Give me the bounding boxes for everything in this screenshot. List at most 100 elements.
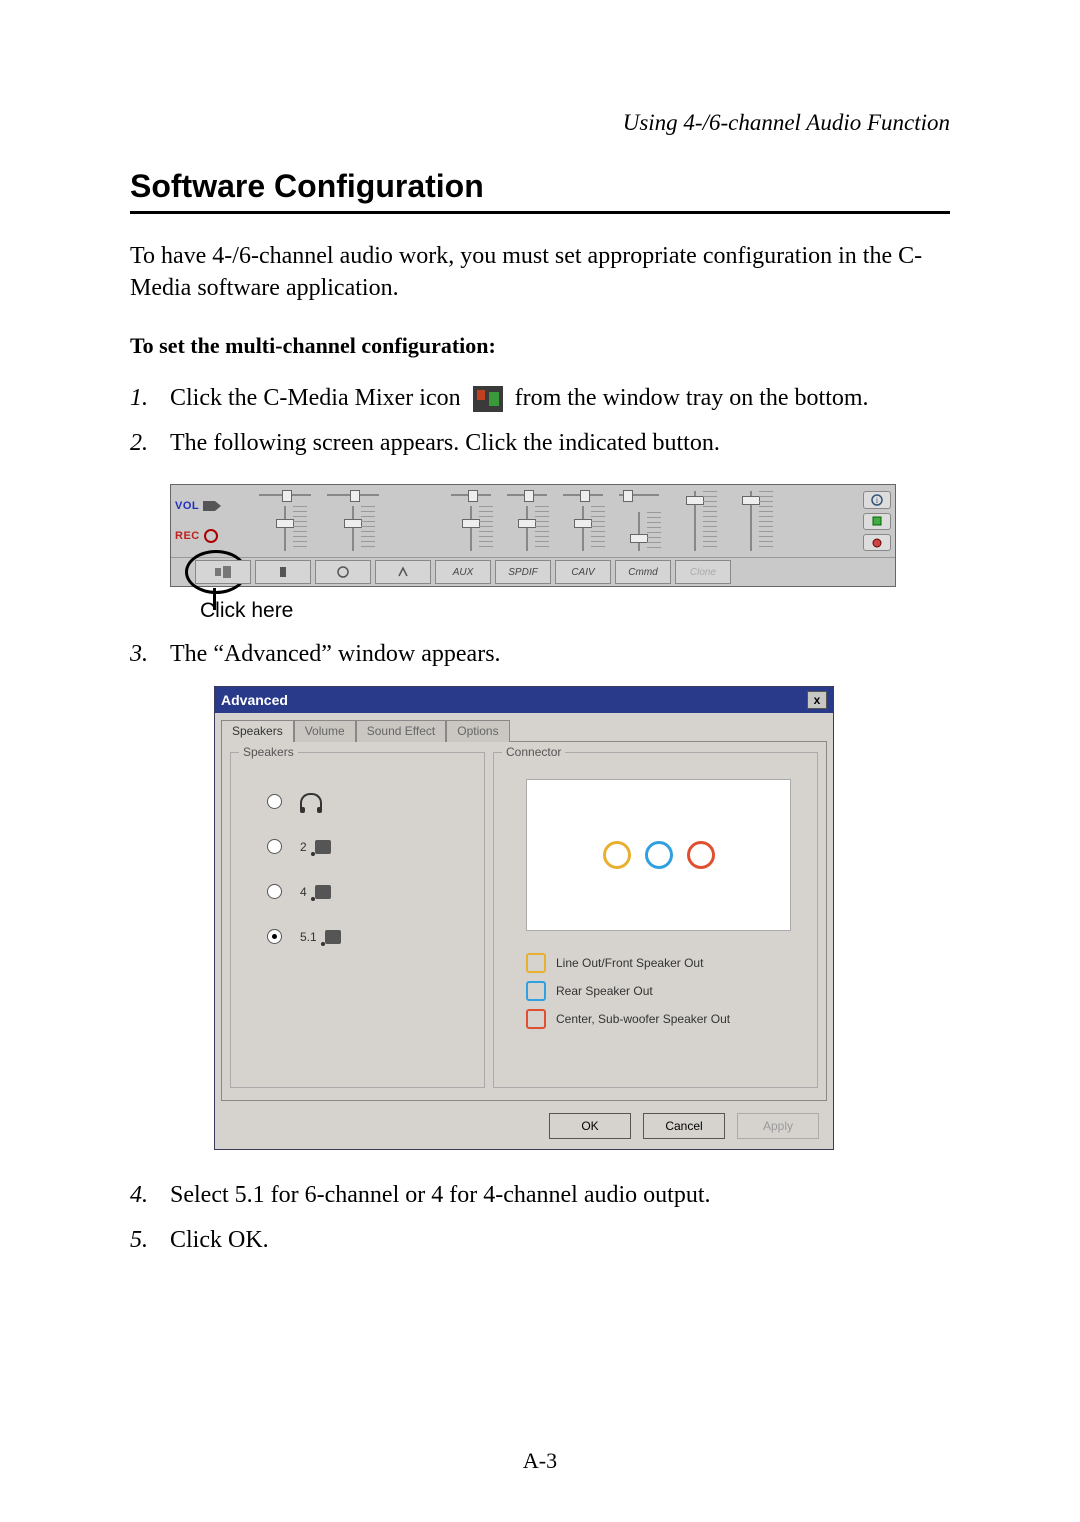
- toolbar-button[interactable]: Cmmd: [615, 560, 671, 584]
- toolbar-button[interactable]: SPDIF: [495, 560, 551, 584]
- balance-slider[interactable]: [321, 489, 385, 501]
- legend-label: Line Out/Front Speaker Out: [556, 956, 703, 970]
- cmedia-mixer-tray-icon: [473, 386, 503, 412]
- intro-paragraph: To have 4-/6-channel audio work, you mus…: [130, 240, 950, 305]
- connector-legend: Line Out/Front Speaker Out Rear Speaker …: [526, 945, 791, 1037]
- mixer-main-area: VOL REC: [171, 485, 895, 557]
- speakers-group: Speakers 2 4 5.1: [230, 752, 485, 1088]
- dialog-titlebar: Advanced x: [215, 687, 833, 713]
- tab-sound-effect[interactable]: Sound Effect: [356, 720, 447, 742]
- dialog-title-text: Advanced: [221, 692, 288, 708]
- advanced-dialog-window: Advanced x Speakers Volume Sound Effect …: [214, 686, 834, 1150]
- legend-row: Center, Sub-woofer Speaker Out: [526, 1009, 791, 1029]
- toolbar-button-label: Clone: [690, 567, 716, 578]
- toolbar-button-label: CAIV: [571, 567, 594, 578]
- toolbar-button[interactable]: AUX: [435, 560, 491, 584]
- toolbar-button[interactable]: [375, 560, 431, 584]
- radio-value: 5.1: [300, 930, 317, 944]
- balance-slider[interactable]: [501, 489, 553, 501]
- steps-list-continued-2: Select 5.1 for 6-channel or 4 for 4-chan…: [130, 1178, 950, 1258]
- slider-col: [557, 489, 609, 553]
- speaker-icon: [315, 885, 331, 899]
- legend-label: Center, Sub-woofer Speaker Out: [556, 1012, 730, 1026]
- speaker-icon: [203, 501, 215, 511]
- mic-icon: [204, 529, 218, 543]
- speaker-icon: [315, 840, 331, 854]
- mixer-row-labels: VOL REC: [171, 485, 253, 557]
- ok-button[interactable]: OK: [549, 1113, 631, 1139]
- toolbar-button[interactable]: CAIV: [555, 560, 611, 584]
- mixer-screenshot: VOL REC: [170, 484, 950, 637]
- procedure-subhead: To set the multi-channel configuration:: [130, 333, 950, 359]
- radio-icon: [267, 794, 282, 809]
- balance-slider[interactable]: [253, 489, 317, 501]
- step-5: Click OK.: [130, 1223, 950, 1258]
- legend-swatch: [526, 1009, 546, 1029]
- step-1: Click the C-Media Mixer icon from the wi…: [130, 381, 950, 416]
- legend-row: Rear Speaker Out: [526, 981, 791, 1001]
- legend-row: Line Out/Front Speaker Out: [526, 953, 791, 973]
- slider-col: [321, 489, 385, 553]
- volume-slider[interactable]: [613, 510, 665, 553]
- slider-col: [725, 489, 777, 553]
- close-icon: x: [814, 693, 821, 707]
- radio-icon: [267, 884, 282, 899]
- speaker-option-headphone[interactable]: [267, 793, 476, 809]
- balance-slider[interactable]: [613, 489, 665, 507]
- step-1-text-before: Click the C-Media Mixer icon: [170, 385, 461, 411]
- tab-speakers[interactable]: Speakers: [221, 720, 294, 742]
- info-button[interactable]: i: [863, 491, 891, 508]
- mixer-toolbar: AUX SPDIF CAIV Cmmd Clone: [171, 557, 895, 586]
- balance-slider[interactable]: [557, 489, 609, 501]
- radio-icon: [267, 839, 282, 854]
- help-button[interactable]: [863, 513, 891, 530]
- speaker-option-51[interactable]: 5.1: [267, 929, 476, 944]
- toolbar-button-label: SPDIF: [508, 567, 537, 578]
- radio-value: 4: [300, 885, 307, 899]
- balance-slider[interactable]: [445, 489, 497, 501]
- step-3: The “Advanced” window appears.: [130, 637, 950, 672]
- rec-row-label: REC: [175, 529, 249, 543]
- mixer-window: VOL REC: [170, 484, 896, 587]
- volume-slider[interactable]: [321, 504, 385, 553]
- settings-button[interactable]: [863, 534, 891, 551]
- toolbar-button[interactable]: Clone: [675, 560, 731, 584]
- advanced-dialog-screenshot: Advanced x Speakers Volume Sound Effect …: [214, 686, 950, 1150]
- connector-preview: [526, 779, 791, 931]
- running-head: Using 4-/6-channel Audio Function: [130, 110, 950, 136]
- speaker-option-4[interactable]: 4: [267, 884, 476, 899]
- toolbar-button[interactable]: [255, 560, 311, 584]
- mixer-side-buttons: i: [859, 485, 895, 557]
- speaker-option-2[interactable]: 2: [267, 839, 476, 854]
- speaker-icon: [325, 930, 341, 944]
- close-button[interactable]: x: [807, 691, 827, 709]
- click-here-callout: Click here: [170, 587, 950, 637]
- steps-list-continued: The “Advanced” window appears.: [130, 637, 950, 672]
- page-title: Software Configuration: [130, 168, 950, 205]
- speakers-group-title: Speakers: [239, 745, 298, 759]
- rec-text: REC: [175, 530, 200, 542]
- toolbar-button-label: AUX: [453, 567, 474, 578]
- title-rule: [130, 211, 950, 214]
- step-2: The following screen appears. Click the …: [130, 426, 950, 461]
- volume-slider[interactable]: [445, 504, 497, 553]
- jack-icon: [645, 841, 673, 869]
- tab-options[interactable]: Options: [446, 720, 509, 742]
- cancel-button[interactable]: Cancel: [643, 1113, 725, 1139]
- toolbar-button[interactable]: [315, 560, 371, 584]
- volume-slider[interactable]: [253, 504, 317, 553]
- apply-button[interactable]: Apply: [737, 1113, 819, 1139]
- dialog-footer: OK Cancel Apply: [215, 1107, 833, 1149]
- page-number: A-3: [0, 1448, 1080, 1474]
- volume-slider[interactable]: [725, 489, 777, 553]
- slider-col: [501, 489, 553, 553]
- volume-slider[interactable]: [669, 489, 721, 553]
- volume-slider[interactable]: [501, 504, 553, 553]
- volume-slider[interactable]: [557, 504, 609, 553]
- radio-value: 2: [300, 840, 307, 854]
- tab-volume[interactable]: Volume: [294, 720, 356, 742]
- advanced-config-button[interactable]: [195, 560, 251, 584]
- toolbar-button-label: Cmmd: [628, 567, 657, 578]
- dialog-tabs: Speakers Volume Sound Effect Options: [215, 713, 833, 741]
- steps-list: Click the C-Media Mixer icon from the wi…: [130, 381, 950, 461]
